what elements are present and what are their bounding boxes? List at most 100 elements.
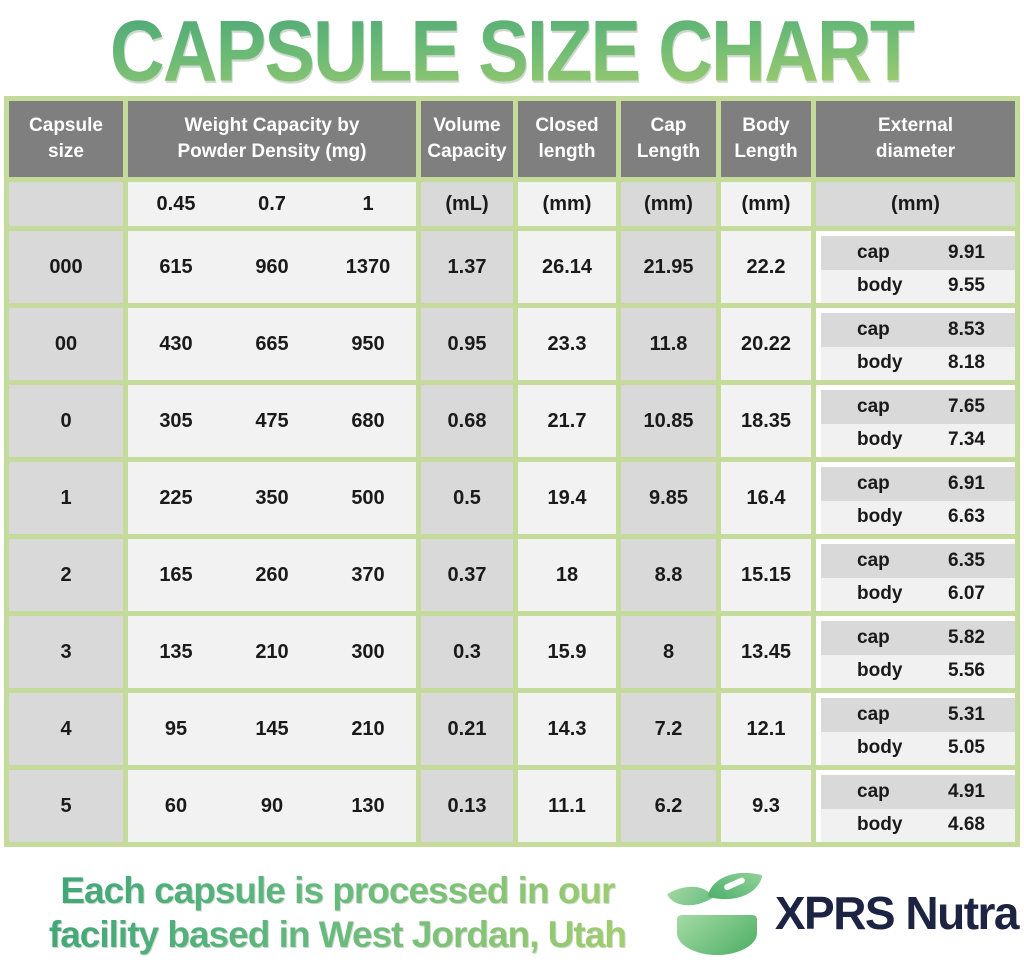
cell-weight-density-1: 1370: [345, 255, 391, 278]
external-body-label: body: [857, 814, 903, 836]
cell-weight-density-045: 615: [159, 255, 193, 278]
cell-external-diameter: cap 6.91 body 6.63: [816, 462, 1015, 534]
external-cap-strip: cap 9.91: [821, 236, 1015, 270]
external-cap-strip: cap 6.91: [821, 467, 1015, 501]
cell-body-length: 20.22: [721, 308, 811, 380]
cell-weight-density-045: 95: [164, 717, 188, 740]
unit-body-length: (mm): [721, 182, 811, 226]
header-capsule-size: Capsule size: [9, 101, 123, 177]
cell-weight-density-1: 130: [351, 794, 385, 817]
external-body-value: 6.07: [948, 583, 985, 605]
external-body-strip: body 8.18: [821, 346, 1015, 380]
cell-weight-capacity: 225 350 500: [128, 462, 416, 534]
cell-external-diameter: cap 5.82 body 5.56: [816, 616, 1015, 688]
brand-name: XPRS Nutra: [774, 887, 1020, 939]
cell-capsule-size: 1: [9, 462, 123, 534]
cell-body-length: 13.45: [721, 616, 811, 688]
external-cap-strip: cap 8.53: [821, 313, 1015, 347]
cell-weight-capacity: 305 475 680: [128, 385, 416, 457]
header-closed-length-line1: Closed: [535, 115, 599, 137]
external-body-label: body: [857, 352, 903, 374]
external-body-value: 6.63: [948, 506, 985, 528]
cell-body-length: 16.4: [721, 462, 811, 534]
cell-volume-capacity: 0.95: [421, 308, 513, 380]
external-cap-value: 6.91: [948, 472, 985, 494]
cell-weight-density-045: 430: [159, 332, 193, 355]
cell-weight-capacity: 165 260 370: [128, 539, 416, 611]
header-body-length-line2: Length: [734, 141, 798, 162]
cell-weight-capacity: 135 210 300: [128, 616, 416, 688]
external-cap-label: cap: [857, 318, 890, 340]
cell-volume-capacity: 0.68: [421, 385, 513, 457]
external-body-value: 5.05: [948, 737, 985, 759]
density-values: 0.45 0.7 1: [128, 193, 416, 216]
cell-weight-density-045: 225: [159, 486, 193, 509]
cell-volume-capacity: 0.21: [421, 693, 513, 765]
external-cap-value: 7.65: [948, 395, 985, 417]
external-cap-strip: cap 5.31: [821, 698, 1015, 732]
cell-external-diameter: cap 7.65 body 7.34: [816, 385, 1015, 457]
header-body-length-line1: Body: [742, 115, 790, 137]
external-body-value: 7.34: [948, 429, 985, 451]
cell-weight-density-045: 305: [159, 409, 193, 432]
cell-volume-capacity: 1.37: [421, 231, 513, 303]
unit-capsule-size-empty: [9, 182, 123, 226]
table-row: 2 165 260 370 0.37 18 8.8 15.15 cap 6.35…: [9, 539, 1015, 611]
table-row: 000 615 960 1370 1.37 26.14 21.95 22.2 c…: [9, 231, 1015, 303]
cell-cap-length: 21.95: [621, 231, 716, 303]
mortar-bowl-icon: [676, 915, 757, 955]
title-bar: CAPSULE SIZE CHART: [0, 0, 1024, 100]
cell-capsule-size: 5: [9, 770, 123, 842]
external-body-strip: body 5.05: [821, 731, 1015, 765]
cell-weight-density-1: 950: [351, 332, 385, 355]
cell-body-length: 22.2: [721, 231, 811, 303]
cell-weight-density-1: 500: [351, 486, 385, 509]
cell-external-diameter: cap 8.53 body 8.18: [816, 308, 1015, 380]
external-body-value: 4.68: [948, 814, 985, 836]
cell-weight-capacity: 430 665 950: [128, 308, 416, 380]
cell-weight-density-1: 300: [351, 640, 385, 663]
header-cap-length-line2: Length: [636, 141, 701, 162]
header-weight-capacity-line1: Weight Capacity by: [184, 115, 360, 137]
cell-body-length: 18.35: [721, 385, 811, 457]
header-external-diameter-line1: External: [878, 115, 953, 137]
header-volume-capacity-line2: Capacity: [427, 141, 507, 162]
external-cap-label: cap: [857, 626, 890, 648]
cell-closed-length: 18: [518, 539, 616, 611]
table-row: 5 60 90 130 0.13 11.1 6.2 9.3 cap 4.91 b…: [9, 770, 1015, 842]
header-weight-capacity: Weight Capacity by Powder Density (mg): [128, 101, 416, 177]
external-cap-label: cap: [857, 780, 890, 802]
cell-cap-length: 11.8: [621, 308, 716, 380]
external-cap-label: cap: [857, 703, 890, 725]
cell-cap-length: 10.85: [621, 385, 716, 457]
cell-weight-density-07: 90: [260, 794, 284, 817]
header-closed-length: Closed length: [518, 101, 616, 177]
cell-external-diameter: cap 6.35 body 6.07: [816, 539, 1015, 611]
cell-weight-density-07: 145: [255, 717, 289, 740]
header-body-length: Body Length: [721, 101, 811, 177]
header-external-diameter-line2: diameter: [875, 141, 956, 162]
external-cap-strip: cap 4.91: [821, 775, 1015, 809]
cell-volume-capacity: 0.3: [421, 616, 513, 688]
table-row: 00 430 665 950 0.95 23.3 11.8 20.22 cap …: [9, 308, 1015, 380]
cell-cap-length: 6.2: [621, 770, 716, 842]
cell-capsule-size: 3: [9, 616, 123, 688]
cell-weight-density-045: 60: [164, 794, 188, 817]
cell-weight-density-07: 665: [255, 332, 289, 355]
unit-cap-length: (mm): [621, 182, 716, 226]
header-capsule-size-label: Capsule size: [29, 115, 103, 162]
cell-cap-length: 7.2: [621, 693, 716, 765]
external-body-strip: body 9.55: [821, 269, 1015, 303]
cell-weight-density-1: 210: [351, 717, 385, 740]
footer-caption-line1: Each capsule is processed in our: [60, 870, 615, 912]
external-cap-value: 5.82: [948, 626, 985, 648]
cell-external-diameter: cap 4.91 body 4.68: [816, 770, 1015, 842]
cell-closed-length: 11.1: [518, 770, 616, 842]
external-body-label: body: [857, 429, 903, 451]
weight-values: 135 210 300: [128, 641, 416, 664]
external-body-strip: body 4.68: [821, 808, 1015, 842]
cell-closed-length: 19.4: [518, 462, 616, 534]
cell-external-diameter: cap 9.91 body 9.55: [816, 231, 1015, 303]
external-body-label: body: [857, 583, 903, 605]
table-row: 4 95 145 210 0.21 14.3 7.2 12.1 cap 5.31…: [9, 693, 1015, 765]
